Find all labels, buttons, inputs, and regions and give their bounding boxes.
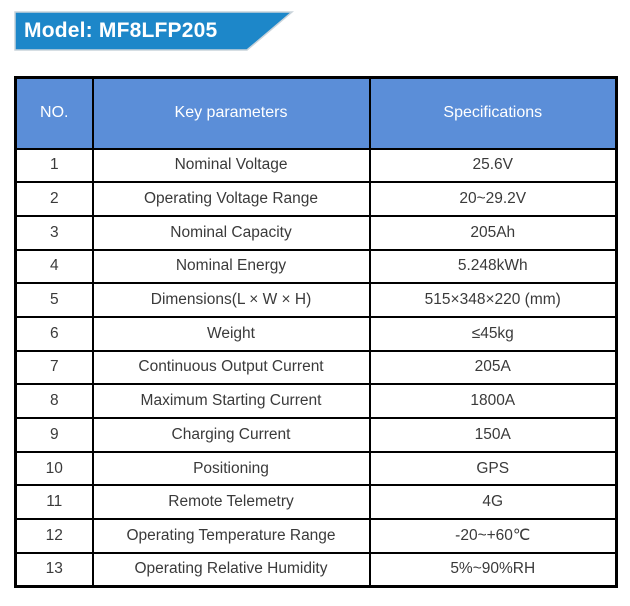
- row-no: 3: [14, 214, 94, 251]
- row-parameter: Operating Temperature Range: [91, 518, 371, 554]
- row-no: 2: [14, 181, 94, 217]
- table-row: 7 Continuous Output Current 205A: [14, 349, 618, 386]
- table-row: 3 Nominal Capacity 205Ah: [14, 214, 618, 251]
- row-no: 1: [14, 147, 94, 184]
- table-row: 6 Weight ≤45kg: [14, 315, 618, 352]
- row-no: 9: [14, 417, 94, 453]
- row-parameter: Remote Telemetry: [91, 484, 371, 521]
- row-parameter: Nominal Capacity: [91, 214, 371, 251]
- table-row: 8 Maximum Starting Current 1800A: [14, 383, 618, 419]
- row-specification: GPS: [368, 450, 618, 487]
- row-specification: 5.248kWh: [368, 248, 618, 285]
- row-no: 5: [14, 282, 94, 318]
- row-specification: 150A: [368, 417, 618, 453]
- spec-table-header-row: NO. Key parameters Specifications: [14, 76, 618, 150]
- table-row: 11 Remote Telemetry 4G: [14, 484, 618, 521]
- table-row: 4 Nominal Energy 5.248kWh: [14, 248, 618, 285]
- row-parameter: Dimensions(L × W × H): [91, 282, 371, 318]
- row-no: 8: [14, 383, 94, 419]
- row-no: 10: [14, 450, 94, 487]
- spec-table-body: 1 Nominal Voltage 25.6V 2 Operating Volt…: [14, 147, 618, 588]
- row-no: 7: [14, 349, 94, 386]
- row-parameter: Charging Current: [91, 417, 371, 453]
- row-specification: ≤45kg: [368, 315, 618, 352]
- table-row: 9 Charging Current 150A: [14, 417, 618, 453]
- row-no: 12: [14, 518, 94, 554]
- row-parameter: Weight: [91, 315, 371, 352]
- row-specification: 205A: [368, 349, 618, 386]
- row-specification: 25.6V: [368, 147, 618, 184]
- row-parameter: Operating Relative Humidity: [91, 551, 371, 588]
- header-no: NO.: [14, 76, 94, 150]
- header-specifications: Specifications: [368, 76, 618, 150]
- table-row: 2 Operating Voltage Range 20~29.2V: [14, 181, 618, 217]
- row-parameter: Nominal Voltage: [91, 147, 371, 184]
- row-specification: 205Ah: [368, 214, 618, 251]
- row-no: 13: [14, 551, 94, 588]
- row-no: 11: [14, 484, 94, 521]
- row-specification: 4G: [368, 484, 618, 521]
- model-banner: Model: MF8LFP205: [14, 11, 294, 51]
- row-no: 4: [14, 248, 94, 285]
- table-row: 13 Operating Relative Humidity 5%~90%RH: [14, 551, 618, 588]
- row-specification: 515×348×220 (mm): [368, 282, 618, 318]
- model-label: Model: MF8LFP205: [24, 19, 218, 42]
- header-key-parameters: Key parameters: [91, 76, 371, 150]
- row-no: 6: [14, 315, 94, 352]
- table-row: 10 Positioning GPS: [14, 450, 618, 487]
- row-specification: -20~+60℃: [368, 518, 618, 554]
- spec-table: NO. Key parameters Specifications 1 Nomi…: [14, 76, 618, 588]
- table-row: 5 Dimensions(L × W × H) 515×348×220 (mm): [14, 282, 618, 318]
- row-parameter: Maximum Starting Current: [91, 383, 371, 419]
- row-specification: 20~29.2V: [368, 181, 618, 217]
- banner-flag-shape-icon: [14, 11, 294, 51]
- row-specification: 5%~90%RH: [368, 551, 618, 588]
- table-row: 1 Nominal Voltage 25.6V: [14, 147, 618, 184]
- row-parameter: Positioning: [91, 450, 371, 487]
- row-parameter: Nominal Energy: [91, 248, 371, 285]
- row-parameter: Continuous Output Current: [91, 349, 371, 386]
- row-parameter: Operating Voltage Range: [91, 181, 371, 217]
- row-specification: 1800A: [368, 383, 618, 419]
- table-row: 12 Operating Temperature Range -20~+60℃: [14, 518, 618, 554]
